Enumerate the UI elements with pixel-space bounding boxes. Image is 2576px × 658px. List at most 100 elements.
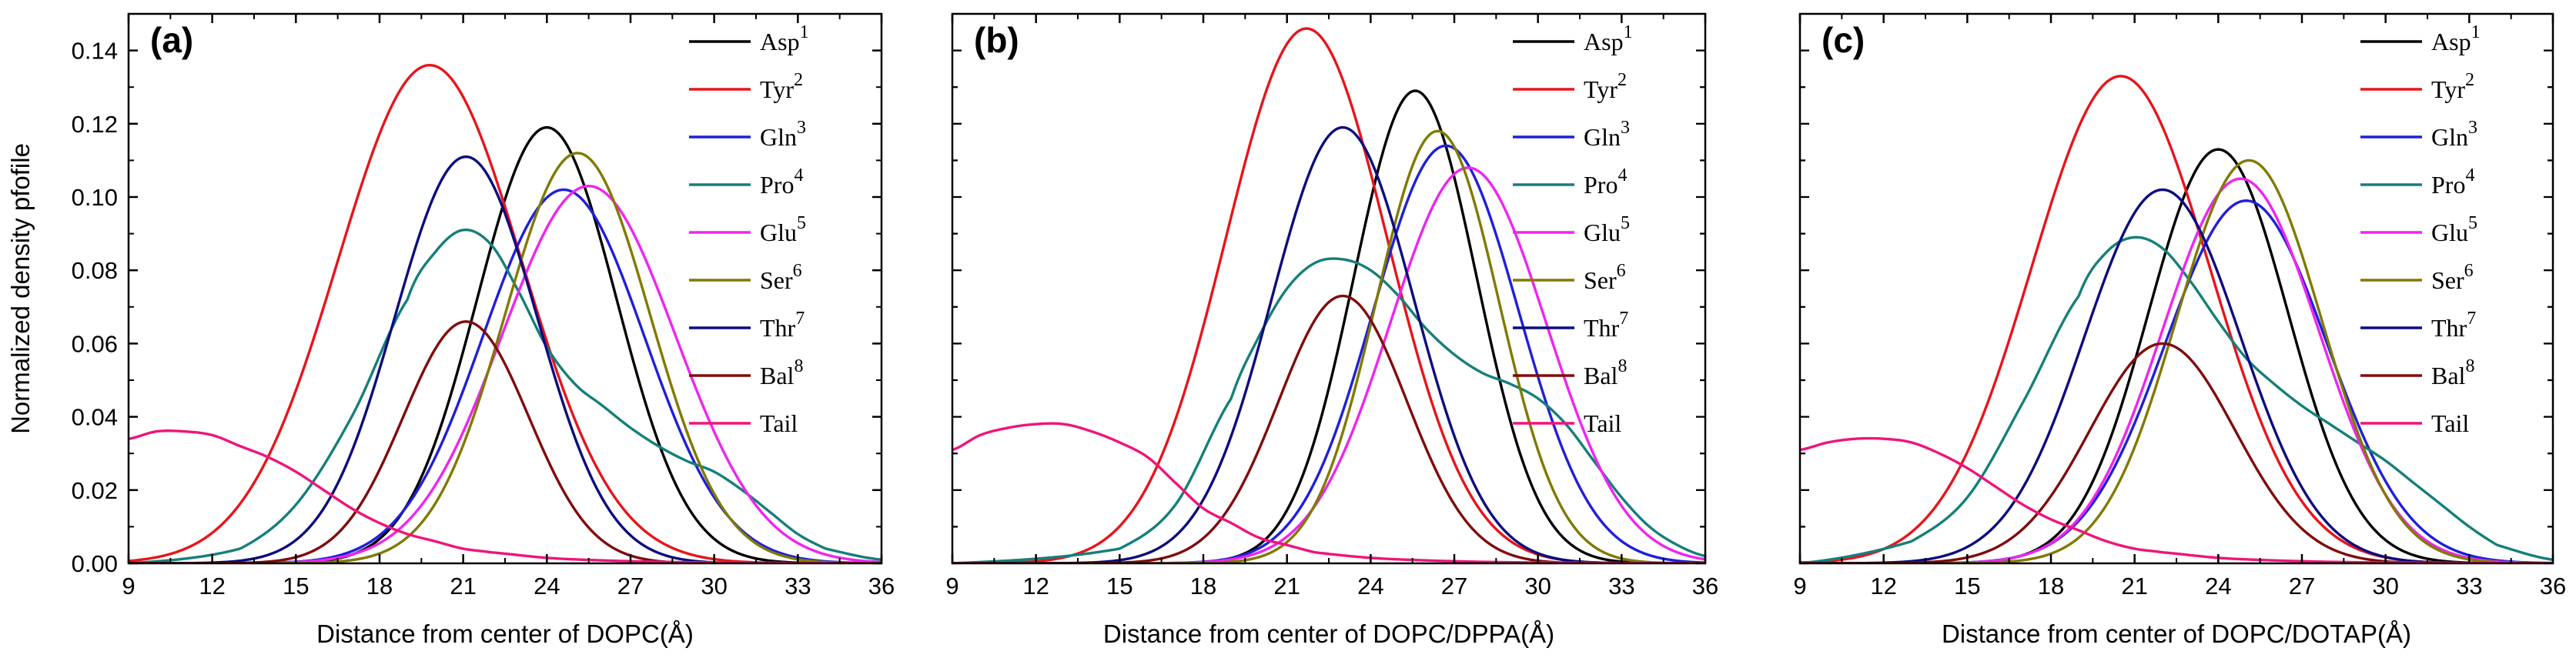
x-tick-label: 30 [1524, 573, 1551, 600]
series-line-bal8 [129, 320, 882, 563]
legend-label: Tyr2 [1584, 70, 1627, 103]
legend-label-name: Asp [1584, 28, 1624, 55]
legend-label-name: Bal [760, 362, 795, 389]
legend-label-name: Asp [2431, 28, 2471, 55]
legend-label: Bal8 [1584, 356, 1627, 389]
legend-item-tyr2: Tyr2 [689, 70, 803, 103]
legend-item-bal8: Bal8 [2360, 356, 2474, 389]
legend-label: Ser6 [2431, 261, 2474, 294]
legend-label-name: Pro [1584, 171, 1618, 199]
legend-label-name: Pro [760, 171, 794, 199]
x-tick-label: 27 [617, 573, 644, 600]
legend-label-name: Tyr [1584, 75, 1618, 103]
legend-label-sup: 6 [793, 261, 802, 281]
x-tick-label: 21 [2121, 573, 2147, 600]
x-tick-label: 9 [122, 573, 135, 600]
legend-label: Gln3 [760, 118, 806, 151]
legend-label-name: Gln [1584, 123, 1621, 151]
legend-label-sup: 3 [2468, 118, 2477, 138]
series-line-tail [952, 422, 1705, 563]
legend-label-name: Tail [2431, 409, 2469, 437]
x-tick-label: 36 [2540, 573, 2566, 600]
series-line-ser6 [952, 129, 1705, 563]
legend-label: Tail [1584, 409, 1621, 437]
x-tick-label: 36 [1692, 573, 1718, 600]
legend-label: Glu5 [760, 213, 806, 246]
y-tick-label: 0.08 [72, 257, 118, 284]
legend-label: Pro4 [2431, 165, 2474, 199]
x-tick-label: 27 [2289, 573, 2315, 600]
legend-label-name: Ser [760, 266, 793, 294]
chart-panel-1: 9 12 15 18 21 24 27 30 33 360.000.020.040.060.080… [6, 12, 895, 648]
legend-label-sup: 8 [1618, 356, 1627, 376]
legend-label-name: Ser [1584, 266, 1617, 294]
legend-item-pro4: Pro4 [689, 165, 803, 199]
y-tick-label: 0.10 [72, 184, 118, 211]
legend-label-name: Glu [760, 219, 797, 246]
series-line-gln3 [952, 144, 1705, 563]
legend-label-name: Thr [760, 314, 796, 342]
legend-label-name: Tyr [760, 75, 794, 103]
legend-label: Bal8 [760, 356, 803, 389]
legend-label: Ser6 [760, 261, 802, 294]
legend-item-bal8: Bal8 [689, 356, 803, 389]
series-line-tail [129, 429, 882, 563]
legend-label: Tail [2431, 409, 2469, 437]
legend-label: Asp1 [2431, 22, 2481, 55]
legend-item-tyr2: Tyr2 [2360, 70, 2474, 103]
legend-item-asp1: Asp1 [2360, 22, 2481, 55]
legend-label-sup: 1 [1624, 22, 1633, 42]
legend-label: Pro4 [1584, 165, 1627, 199]
x-tick-label: 9 [1793, 573, 1806, 600]
legend-label-name: Asp [760, 28, 800, 55]
legend: Asp1 Tyr2 Gln3 Pro4 Glu5 Ser6 Thr7 Bal8 Tail [1513, 22, 1633, 437]
legend-label-name: Thr [1584, 314, 1620, 342]
legend-label-name: Ser [2431, 266, 2464, 294]
series-line-asp1 [1800, 148, 2553, 563]
legend-item-glu5: Glu5 [1513, 213, 1630, 246]
x-tick-label: 30 [2372, 573, 2398, 600]
legend-item-tail: Tail [2360, 409, 2469, 437]
legend-item-glu5: Glu5 [689, 213, 806, 246]
legend: Asp1 Tyr2 Gln3 Pro4 Glu5 Ser6 Thr7 Bal8 Tail [689, 22, 809, 437]
legend-label-name: Tail [1584, 409, 1621, 437]
legend-item-ser6: Ser6 [1513, 261, 1626, 294]
legend-label-sup: 7 [1619, 309, 1628, 329]
x-tick-label: 12 [199, 573, 225, 600]
series-line-pro4 [1800, 235, 2553, 563]
x-axis-title: Distance from center of DOPC/DPPA(Å) [1103, 620, 1554, 648]
legend: Asp1 Tyr2 Gln3 Pro4 Glu5 Ser6 Thr7 Bal8 Tail [2360, 22, 2481, 437]
legend-item-asp1: Asp1 [689, 22, 809, 55]
legend-label-sup: 8 [794, 356, 803, 376]
x-tick-label: 15 [283, 573, 309, 600]
legend-label-name: Thr [2431, 314, 2467, 342]
panel-label: (c) [1822, 20, 1865, 60]
legend-item-asp1: Asp1 [1513, 22, 1633, 55]
x-tick-label: 36 [868, 573, 895, 600]
legend-label-sup: 5 [797, 213, 806, 233]
legend-item-thr7: Thr7 [2360, 309, 2476, 342]
legend-label-sup: 8 [2465, 356, 2474, 376]
legend-item-ser6: Ser6 [689, 261, 802, 294]
legend-label-sup: 1 [2471, 22, 2481, 42]
legend-item-tail: Tail [689, 409, 798, 437]
x-axis-title: Distance from center of DOPC(Å) [316, 620, 694, 648]
legend-label: Pro4 [760, 165, 803, 199]
x-tick-label: 33 [1608, 573, 1634, 600]
legend-item-gln3: Gln3 [2360, 118, 2477, 151]
legend-label: Asp1 [1584, 22, 1633, 55]
x-tick-label: 27 [1441, 573, 1467, 600]
x-tick-label: 18 [2038, 573, 2064, 600]
y-axis-title: Normalized density pfofile [6, 143, 35, 434]
legend-label-name: Glu [1584, 219, 1621, 246]
legend-label-sup: 4 [1618, 165, 1627, 185]
legend-label-name: Tyr [2431, 75, 2465, 103]
legend-label: Thr7 [760, 309, 805, 342]
legend-label-name: Bal [2431, 362, 2466, 389]
legend-label-sup: 5 [2468, 213, 2477, 233]
legend-item-pro4: Pro4 [2360, 165, 2474, 199]
series-line-pro4 [129, 228, 882, 563]
y-tick-label: 0.02 [72, 477, 118, 504]
